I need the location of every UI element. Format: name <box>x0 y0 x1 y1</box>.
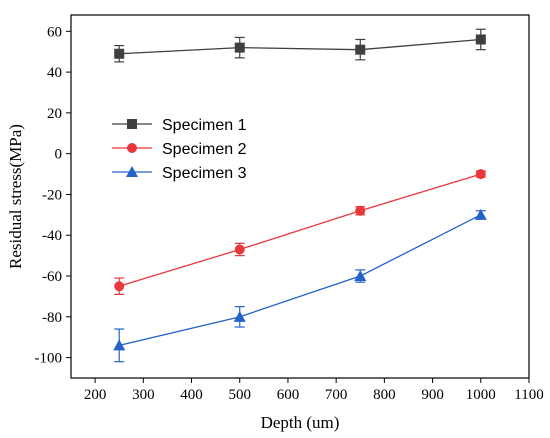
series-specimen-2 <box>114 169 486 295</box>
data-point <box>355 205 366 216</box>
y-tick-label: -20 <box>42 187 62 203</box>
legend-item: Specimen 1 <box>112 117 247 134</box>
x-axis-title: Depth (um) <box>261 413 340 432</box>
y-tick-label: -80 <box>42 310 62 326</box>
data-point <box>113 339 126 351</box>
series-line <box>119 173 481 287</box>
legend: Specimen 1 Specimen 2 Specimen 3 <box>112 117 247 182</box>
series-specimen-1 <box>114 28 486 63</box>
legend-item: Specimen 2 <box>112 141 247 158</box>
y-axis-title: Residual stress(MPa) <box>6 124 25 269</box>
data-point <box>475 169 486 180</box>
y-tick-label: -100 <box>35 351 63 367</box>
x-tick-label: 600 <box>277 387 300 403</box>
y-tick-label: 0 <box>55 147 63 163</box>
legend-label: Specimen 3 <box>162 165 247 182</box>
y-tick-label: 60 <box>47 24 62 40</box>
x-tick-label: 300 <box>132 387 155 403</box>
series-specimen-3 <box>113 208 487 363</box>
x-tick-label: 1000 <box>466 387 496 403</box>
y-tick-label: -60 <box>42 269 62 285</box>
x-tick-label: 700 <box>325 387 348 403</box>
axes: 200 300 400 500 600 700 800 900 1000 1100-100-80-… <box>35 14 544 403</box>
legend-label: Specimen 1 <box>162 117 247 134</box>
data-point <box>234 244 245 255</box>
data-point <box>233 310 246 322</box>
x-tick-label: 1100 <box>514 387 543 403</box>
data-point <box>114 48 125 59</box>
plot-frame <box>70 14 530 379</box>
data-point <box>474 208 487 220</box>
y-tick-label: -40 <box>42 228 62 244</box>
data-point <box>355 44 366 55</box>
data-point <box>127 119 137 129</box>
data-point <box>114 281 125 292</box>
data-point <box>354 270 367 282</box>
x-tick-label: 400 <box>180 387 203 403</box>
legend-item: Specimen 3 <box>112 165 247 182</box>
x-tick-label: 900 <box>421 387 444 403</box>
data-point <box>234 42 245 53</box>
series-line <box>119 214 482 347</box>
data-point <box>475 34 486 45</box>
y-tick-label: 40 <box>47 65 62 81</box>
x-tick-label: 800 <box>373 387 396 403</box>
y-tick-label: 20 <box>47 106 62 122</box>
x-tick-label: 200 <box>84 387 107 403</box>
x-tick-label: 500 <box>228 387 251 403</box>
data-point <box>127 143 137 153</box>
series-line <box>119 38 481 55</box>
plot-series <box>113 28 487 363</box>
data-point <box>126 166 138 177</box>
legend-label: Specimen 2 <box>162 141 247 158</box>
